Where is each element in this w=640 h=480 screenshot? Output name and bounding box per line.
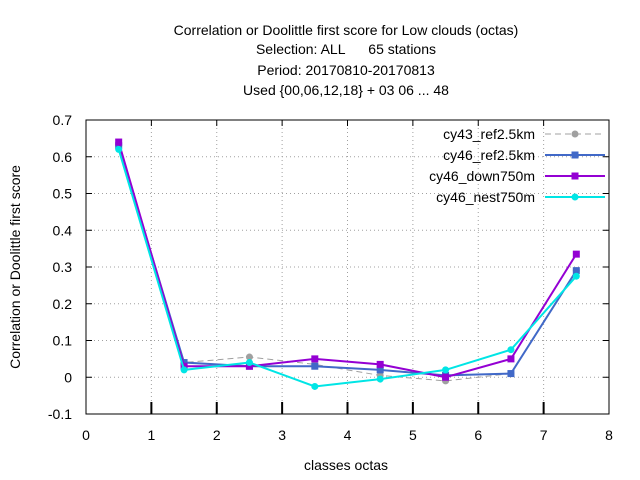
data-point	[311, 382, 319, 390]
x-axis-label: classes octas	[304, 457, 388, 473]
data-point	[572, 250, 580, 258]
y-tick-label: 0	[64, 369, 72, 385]
legend-marker	[571, 172, 579, 180]
legend-marker	[571, 193, 579, 201]
data-point	[115, 142, 123, 150]
legend-label: cy43_ref2.5km	[443, 126, 535, 142]
y-tick-label: 0.5	[53, 186, 73, 202]
chart-title: Correlation or Doolittle first score for…	[174, 22, 519, 98]
data-point	[507, 370, 515, 378]
data-point	[180, 366, 188, 374]
legend-marker	[571, 130, 579, 138]
data-point	[180, 362, 188, 370]
y-tick-label: 0.6	[53, 149, 73, 165]
series-cy46_nest750m	[115, 145, 580, 390]
data-point	[442, 366, 450, 374]
y-tick-label: 0.2	[53, 296, 73, 312]
title-line-1: Correlation or Doolittle first score for…	[174, 22, 519, 38]
y-tick-label: 0.3	[53, 259, 73, 275]
x-tick-label: 0	[82, 427, 90, 443]
y-tick-label: 0.1	[53, 333, 73, 349]
data-point	[572, 267, 580, 275]
data-point	[376, 366, 384, 374]
legend-marker	[571, 151, 579, 159]
data-point	[245, 353, 253, 361]
y-tick-label: 0.7	[53, 112, 73, 128]
x-tick-label: 3	[278, 427, 286, 443]
legend-item: cy46_nest750m	[436, 189, 605, 205]
legend-label: cy46_down750m	[429, 168, 535, 184]
data-point	[311, 355, 319, 363]
x-tick-label: 4	[344, 427, 352, 443]
series-line	[117, 145, 578, 377]
data-point	[507, 346, 515, 354]
x-tick-label: 1	[147, 427, 155, 443]
ticks: 0 1 2 3 4 5 6 7 8 -0.1 0 0.1 0.2 0.3 0.4 0.5 0.6 0.7	[48, 112, 613, 443]
y-tick-label: -0.1	[48, 406, 72, 422]
x-tick-label: 2	[213, 427, 221, 443]
title-line-2: Selection: ALL 65 stations	[256, 41, 436, 57]
legend-item: cy43_ref2.5km	[443, 126, 605, 142]
data-point	[376, 360, 384, 368]
data-point	[245, 359, 253, 367]
legend: cy43_ref2.5km cy46_ref2.5km cy46_down750mc…	[429, 126, 605, 205]
x-tick-label: 7	[540, 427, 548, 443]
legend-label: cy46_ref2.5km	[443, 147, 535, 163]
data-point	[115, 145, 123, 153]
data-point	[572, 272, 580, 280]
x-tick-label: 8	[605, 427, 613, 443]
y-axis-label: Correlation or Doolittle first score	[7, 165, 23, 369]
data-point	[180, 359, 188, 367]
title-line-3: Period: 20170810-20170813	[257, 62, 435, 78]
data-point	[245, 362, 253, 370]
x-tick-label: 6	[474, 427, 482, 443]
series-line	[117, 149, 578, 388]
data-point	[311, 362, 319, 370]
legend-item: cy46_ref2.5km	[443, 147, 605, 163]
x-tick-label: 5	[409, 427, 417, 443]
data-point	[115, 138, 123, 146]
data-point	[376, 375, 384, 383]
series-cy46_down750m	[115, 138, 580, 381]
series-line	[117, 141, 578, 379]
legend-label: cy46_nest750m	[436, 189, 535, 205]
data-point	[442, 373, 450, 381]
title-line-4: Used {00,06,12,18} + 03 06 ... 48	[243, 82, 449, 98]
data-point	[507, 355, 515, 363]
y-tick-label: 0.4	[53, 222, 73, 238]
legend-item: cy46_down750m	[429, 168, 605, 184]
series-lines	[115, 138, 580, 390]
